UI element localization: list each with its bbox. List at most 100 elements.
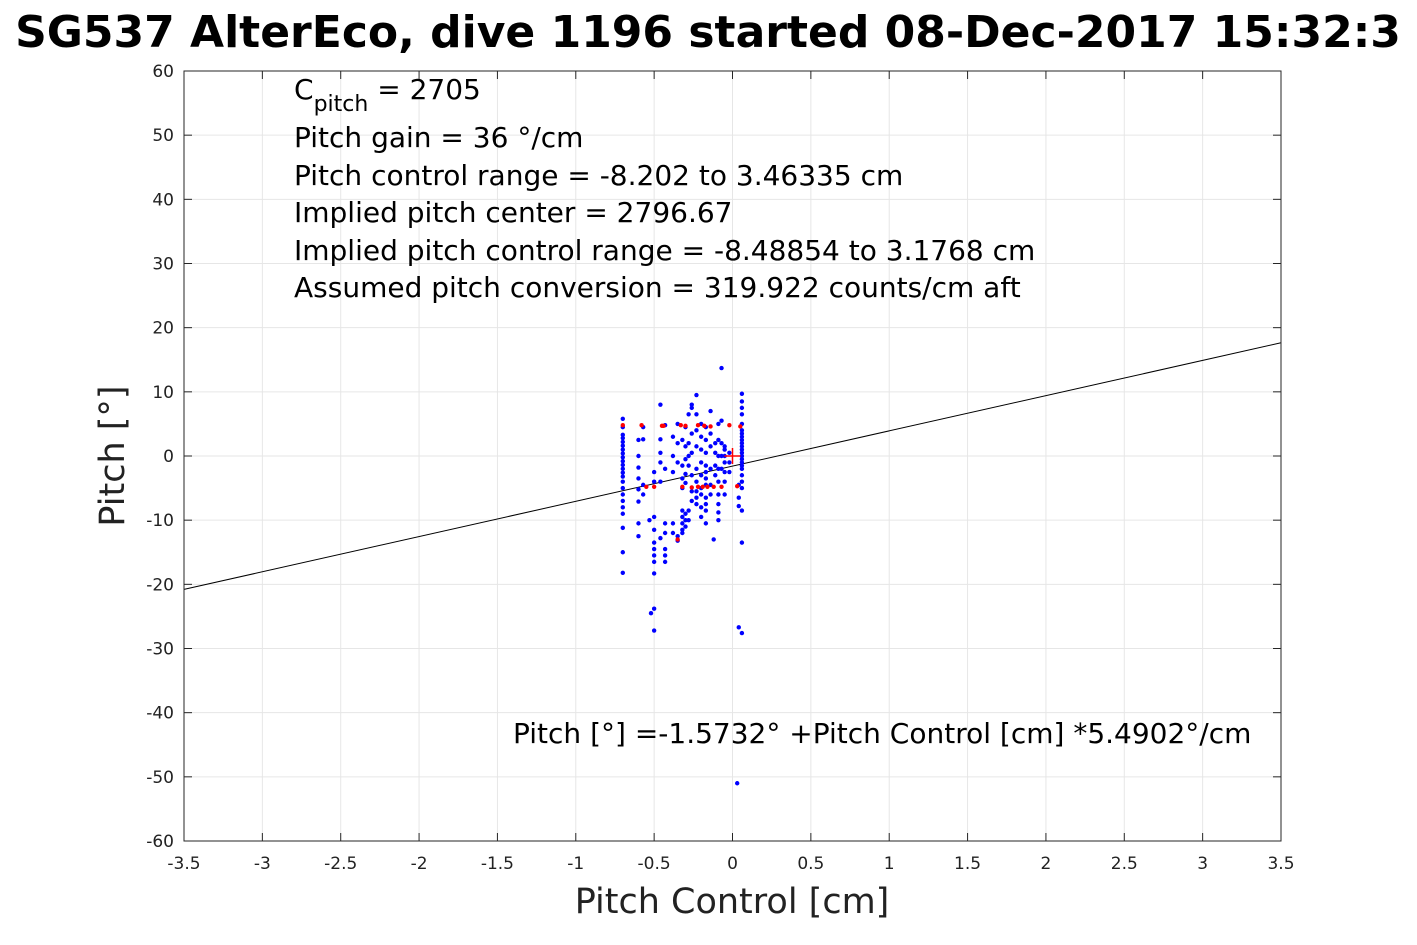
blue-point-43 [651,553,657,558]
blue-point-21 [620,550,625,555]
x-tick-label-13: 3 [1197,854,1208,874]
blue-point-148 [716,510,721,515]
blue-point-154 [719,466,724,472]
red-point-6 [695,423,701,428]
y-tick-label-5: -10 [146,511,174,531]
c-pitch-value: = 2705 [368,73,481,106]
blue-point-19 [620,511,625,516]
blue-point-96 [689,431,694,436]
blue-point-168 [736,503,741,509]
red-point-9 [727,423,732,428]
y-tick-label-9: 30 [152,255,174,275]
blue-point-77 [680,463,685,468]
blue-point-172 [739,405,745,411]
c-pitch-annotation: Cpitch = 2705 [294,73,481,117]
red-point-15 [695,484,701,489]
annotation-block: Cpitch = 2705 Pitch gain = 36 °/cm Pitch… [294,73,1035,304]
blue-point-167 [736,495,741,500]
blue-point-34 [640,492,646,497]
blue-point-52 [658,479,663,484]
blue-point-179 [739,440,745,446]
blue-point-149 [716,517,721,523]
blue-point-178 [739,437,745,443]
red-point-3 [661,423,666,429]
red-point-16 [700,484,705,489]
blue-point-17 [620,498,625,504]
blue-point-175 [739,428,745,433]
blue-point-171 [739,399,745,404]
control-range-annotation: Pitch control range = -8.202 to 3.46335 … [294,159,903,192]
blue-point-185 [739,460,745,465]
blue-point-55 [662,530,668,536]
y-tick-label-7: 10 [152,383,174,403]
blue-point-150 [719,365,724,371]
blue-point-193 [739,630,745,636]
x-tick-label-4: -1.5 [481,854,514,874]
blue-point-81 [683,517,688,523]
blue-point-192 [739,540,745,545]
red-point-12 [651,484,657,489]
axis-ticks: -3.5 -3 -2.5 -2 -1.5 -1 -0.5 0 0.5 1 1.5 2 2.5 3 3.5 -6… [146,62,1294,874]
blue-point-14 [620,479,625,484]
blue-point-61 [670,521,676,526]
blue-point-158 [722,460,727,465]
blue-point-90 [686,412,691,417]
blue-point-29 [636,521,641,526]
fit-line [183,342,1282,590]
blue-point-51 [658,460,663,465]
blue-point-93 [686,463,691,468]
red-point-0 [620,423,625,428]
blue-point-54 [662,521,668,526]
blue-point-116 [698,492,704,497]
x-tick-label-6: -0.5 [638,854,671,874]
blue-point-40 [651,527,657,532]
blue-point-122 [703,463,709,468]
blue-point-15 [620,485,625,491]
red-point-19 [719,484,724,489]
blue-point-190 [739,485,745,491]
x-tick-label-2: -2.5 [324,854,357,874]
blue-point-170 [739,391,745,396]
x-tick-label-7: 0 [727,854,738,874]
blue-point-107 [694,489,699,494]
blue-point-126 [703,495,709,500]
blue-point-121 [703,450,709,455]
blue-point-101 [694,392,699,398]
blue-point-87 [683,480,688,486]
y-tick-label-3: -30 [146,640,174,660]
blue-point-63 [670,453,676,459]
blue-point-97 [689,450,694,455]
blue-point-176 [739,431,745,436]
red-point-8 [708,424,713,429]
blue-point-78 [680,476,685,481]
blue-point-123 [703,469,709,475]
blue-point-73 [680,521,685,526]
red-point-13 [680,484,685,489]
blue-point-42 [651,546,657,552]
blue-point-8 [620,455,625,460]
blue-point-147 [716,501,721,507]
blue-point-80 [683,511,688,516]
blue-point-146 [716,492,721,497]
c-pitch-subscript: pitch [314,92,369,117]
blue-point-58 [662,559,668,565]
blue-point-13 [620,474,625,479]
blue-point-144 [716,466,721,472]
blue-point-128 [703,508,709,513]
fit-line-group [183,342,1282,590]
blue-point-91 [686,440,691,446]
blue-point-49 [658,437,663,442]
blue-point-35 [647,517,652,523]
blue-point-131 [708,431,713,436]
blue-point-46 [651,479,657,484]
blue-point-65 [670,434,676,439]
blue-point-2 [620,432,625,438]
blue-point-57 [662,553,668,558]
blue-point-41 [651,540,657,545]
blue-point-120 [703,437,709,443]
blue-point-66 [675,534,680,539]
red-point-20 [735,483,740,489]
y-tick-label-12: 60 [152,62,174,82]
blue-point-186 [739,463,745,468]
blue-point-24 [636,453,641,459]
